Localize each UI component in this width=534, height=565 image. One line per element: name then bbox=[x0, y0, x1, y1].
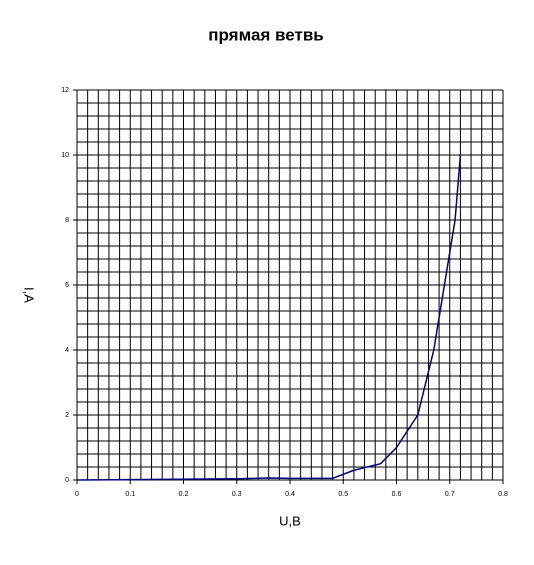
x-tick-label: 0.2 bbox=[179, 491, 189, 498]
data-line bbox=[76, 154, 462, 481]
x-tick-label: 0.7 bbox=[445, 491, 455, 498]
x-tick-label: 0.5 bbox=[338, 491, 348, 498]
x-tick-label: 0 bbox=[75, 491, 79, 498]
x-axis-label: U,B bbox=[279, 513, 301, 528]
y-tick-label: 4 bbox=[65, 347, 69, 354]
x-tick-label: 0.4 bbox=[285, 491, 295, 498]
x-tick-label: 0.1 bbox=[125, 491, 135, 498]
chart-title: прямая ветвь bbox=[208, 25, 323, 44]
y-tick-label: 12 bbox=[61, 87, 69, 94]
x-tick-label: 0.3 bbox=[232, 491, 242, 498]
y-tick-label: 6 bbox=[65, 282, 69, 289]
x-tick-label: 0.8 bbox=[498, 491, 508, 498]
y-tick-label: 10 bbox=[61, 152, 69, 159]
y-tick-label: 2 bbox=[65, 412, 69, 419]
y-axis-label: I,A bbox=[22, 287, 37, 303]
y-tick-label: 8 bbox=[65, 217, 69, 224]
y-tick-label: 0 bbox=[65, 477, 69, 484]
x-tick-label: 0.6 bbox=[392, 491, 402, 498]
